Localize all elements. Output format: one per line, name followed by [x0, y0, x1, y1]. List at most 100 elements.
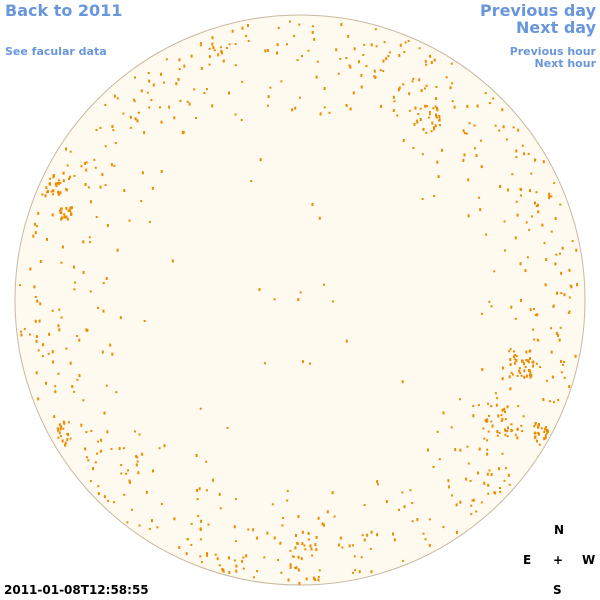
facula	[490, 405, 493, 408]
facula	[392, 95, 395, 99]
facula	[54, 182, 57, 186]
facula	[543, 242, 546, 245]
facula	[529, 349, 532, 353]
facula	[481, 368, 484, 372]
facula	[538, 443, 541, 446]
facula	[276, 51, 278, 55]
facula	[292, 555, 295, 558]
facula	[493, 270, 496, 273]
facula	[521, 359, 523, 363]
facula	[424, 538, 427, 541]
facula	[370, 570, 373, 574]
facula	[516, 374, 519, 377]
facula	[219, 46, 222, 49]
facula	[145, 490, 148, 494]
facula	[529, 357, 531, 360]
facula	[62, 427, 65, 430]
facula	[66, 438, 69, 442]
facula	[422, 532, 425, 535]
facula	[411, 520, 414, 523]
facula	[550, 350, 553, 354]
facula	[546, 429, 549, 432]
facula	[510, 305, 513, 309]
facula	[259, 158, 262, 162]
facula	[511, 373, 514, 376]
facula	[529, 308, 532, 312]
facula	[421, 198, 424, 200]
facula	[488, 469, 491, 472]
facula	[534, 201, 536, 205]
facula	[146, 91, 149, 94]
facula	[467, 214, 470, 218]
facula	[436, 108, 439, 112]
facula	[501, 452, 504, 455]
facula	[490, 305, 493, 308]
facula	[225, 47, 228, 49]
facular-link[interactable]: See facular data	[5, 45, 107, 58]
facula	[273, 298, 276, 301]
facula	[228, 43, 231, 46]
back-link[interactable]: Back to 2011	[5, 1, 123, 20]
facula	[424, 59, 427, 63]
facula	[247, 528, 250, 531]
facula	[143, 320, 146, 322]
facula	[370, 530, 373, 534]
previous-day-link[interactable]: Previous day	[479, 1, 596, 20]
facula	[424, 104, 427, 108]
compass-south: S	[553, 583, 562, 597]
next-day-link[interactable]: Next day	[516, 18, 596, 37]
next-hour-link[interactable]: Next hour	[534, 57, 597, 70]
facula	[506, 405, 509, 409]
facula	[190, 54, 193, 58]
facula	[479, 139, 482, 142]
facula	[58, 308, 61, 311]
facula	[62, 171, 65, 175]
facula	[467, 178, 470, 182]
facula	[250, 180, 253, 182]
facula	[537, 423, 540, 426]
facula	[126, 521, 129, 524]
facula	[503, 479, 506, 482]
facula	[427, 116, 430, 119]
facula	[463, 132, 466, 135]
facula	[412, 147, 415, 149]
facula	[97, 306, 99, 309]
facula	[45, 381, 47, 385]
facula	[398, 53, 401, 57]
facula	[245, 554, 248, 558]
facula	[455, 530, 458, 534]
facula	[428, 518, 431, 521]
facula	[523, 362, 526, 366]
facula	[214, 553, 217, 556]
facula	[60, 261, 63, 264]
facula	[218, 564, 221, 567]
facula	[307, 531, 310, 535]
facula	[373, 75, 376, 78]
facula	[57, 428, 60, 432]
facula	[459, 500, 462, 504]
facula	[311, 25, 314, 28]
facula	[474, 147, 476, 150]
facula	[445, 76, 448, 79]
facula	[515, 156, 518, 159]
facula	[135, 463, 138, 467]
facula	[328, 111, 331, 114]
facula	[486, 418, 489, 422]
facula	[60, 207, 62, 211]
facula	[116, 248, 119, 252]
facula	[488, 102, 491, 105]
previous-hour-link[interactable]: Previous hour	[509, 45, 596, 58]
facula	[52, 360, 54, 364]
facula	[486, 452, 489, 456]
facula	[518, 369, 521, 373]
facula	[521, 430, 524, 433]
facula	[349, 107, 352, 111]
facula	[385, 500, 388, 504]
facula	[360, 73, 363, 77]
facula	[128, 479, 131, 483]
facula	[574, 354, 577, 358]
facula	[134, 76, 136, 79]
facula	[501, 108, 504, 112]
facula	[576, 283, 578, 287]
facula	[118, 447, 121, 451]
